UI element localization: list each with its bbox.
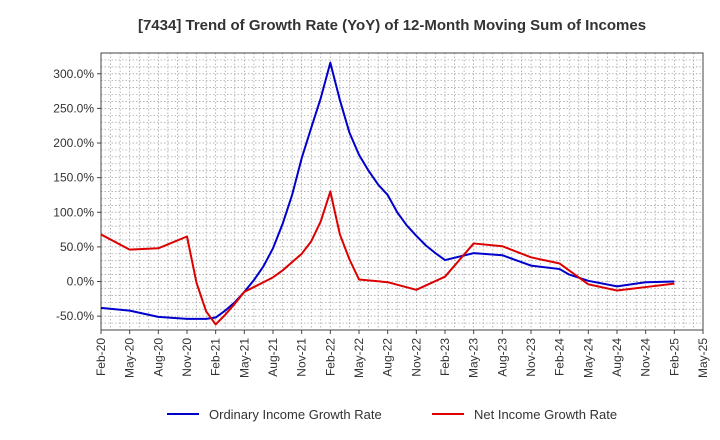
y-tick-label: 250.0% — [53, 101, 94, 115]
x-tick-label: May-20 — [123, 338, 137, 378]
x-tick-label: Aug-24 — [610, 338, 624, 377]
series-line-1 — [100, 190, 675, 326]
y-tick-label: -50.0% — [56, 309, 94, 323]
x-tick-label: May-22 — [352, 338, 366, 378]
legend-label-0: Ordinary Income Growth Rate — [209, 407, 382, 422]
x-axis-ticks: Feb-20 May-20 Aug-20 Nov-20 Feb-21 May-21 Aug-… — [94, 330, 710, 378]
legend: Ordinary Income Growth Rate Net Income Gr… — [167, 407, 617, 422]
legend-label-1: Net Income Growth Rate — [474, 407, 617, 422]
x-tick-label: Aug-20 — [151, 338, 165, 377]
y-tick-label: 100.0% — [53, 205, 94, 219]
x-tick-label: May-23 — [467, 338, 481, 378]
x-tick-label: Feb-25 — [667, 338, 681, 376]
x-tick-label: Aug-22 — [381, 338, 395, 377]
plot-area — [100, 52, 704, 331]
x-tick-label: Feb-23 — [438, 338, 452, 376]
x-gridlines — [100, 53, 704, 330]
y-tick-label: 150.0% — [53, 171, 94, 185]
x-tick-label: May-21 — [237, 338, 251, 378]
series-line-0 — [100, 61, 675, 320]
y-tick-label: 300.0% — [53, 67, 94, 81]
plot-frame — [100, 52, 704, 331]
y-axis-ticks: -50.0% 0.0% 50.0% 100.0% 150.0% 200.0% 250.0% 3… — [53, 67, 101, 323]
y-gridlines — [101, 59, 703, 324]
chart-title: [7434] Trend of Growth Rate (YoY) of 12-… — [138, 17, 646, 34]
x-tick-label: Nov-21 — [295, 338, 309, 377]
x-tick-label: Nov-20 — [180, 338, 194, 377]
x-tick-label: Feb-20 — [94, 338, 108, 376]
x-tick-label: Aug-21 — [266, 338, 280, 377]
x-tick-label: Aug-23 — [495, 338, 509, 377]
y-tick-label: 50.0% — [60, 240, 94, 254]
y-tick-label: 200.0% — [53, 136, 94, 150]
x-tick-label: Nov-22 — [409, 338, 423, 377]
x-tick-label: Feb-24 — [553, 338, 567, 376]
x-tick-label: May-24 — [581, 338, 595, 378]
x-tick-label: Nov-23 — [524, 338, 538, 377]
x-tick-label: Nov-24 — [639, 338, 653, 377]
y-tick-label: 0.0% — [67, 275, 95, 289]
x-tick-label: Feb-22 — [323, 338, 337, 376]
series-group — [100, 61, 675, 326]
x-tick-label: May-25 — [696, 338, 710, 378]
x-tick-label: Feb-21 — [209, 338, 223, 376]
